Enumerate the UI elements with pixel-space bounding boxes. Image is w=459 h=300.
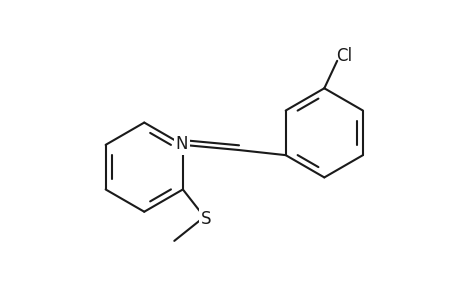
Text: Cl: Cl — [335, 47, 351, 65]
Text: S: S — [200, 210, 211, 228]
Text: N: N — [175, 135, 188, 153]
